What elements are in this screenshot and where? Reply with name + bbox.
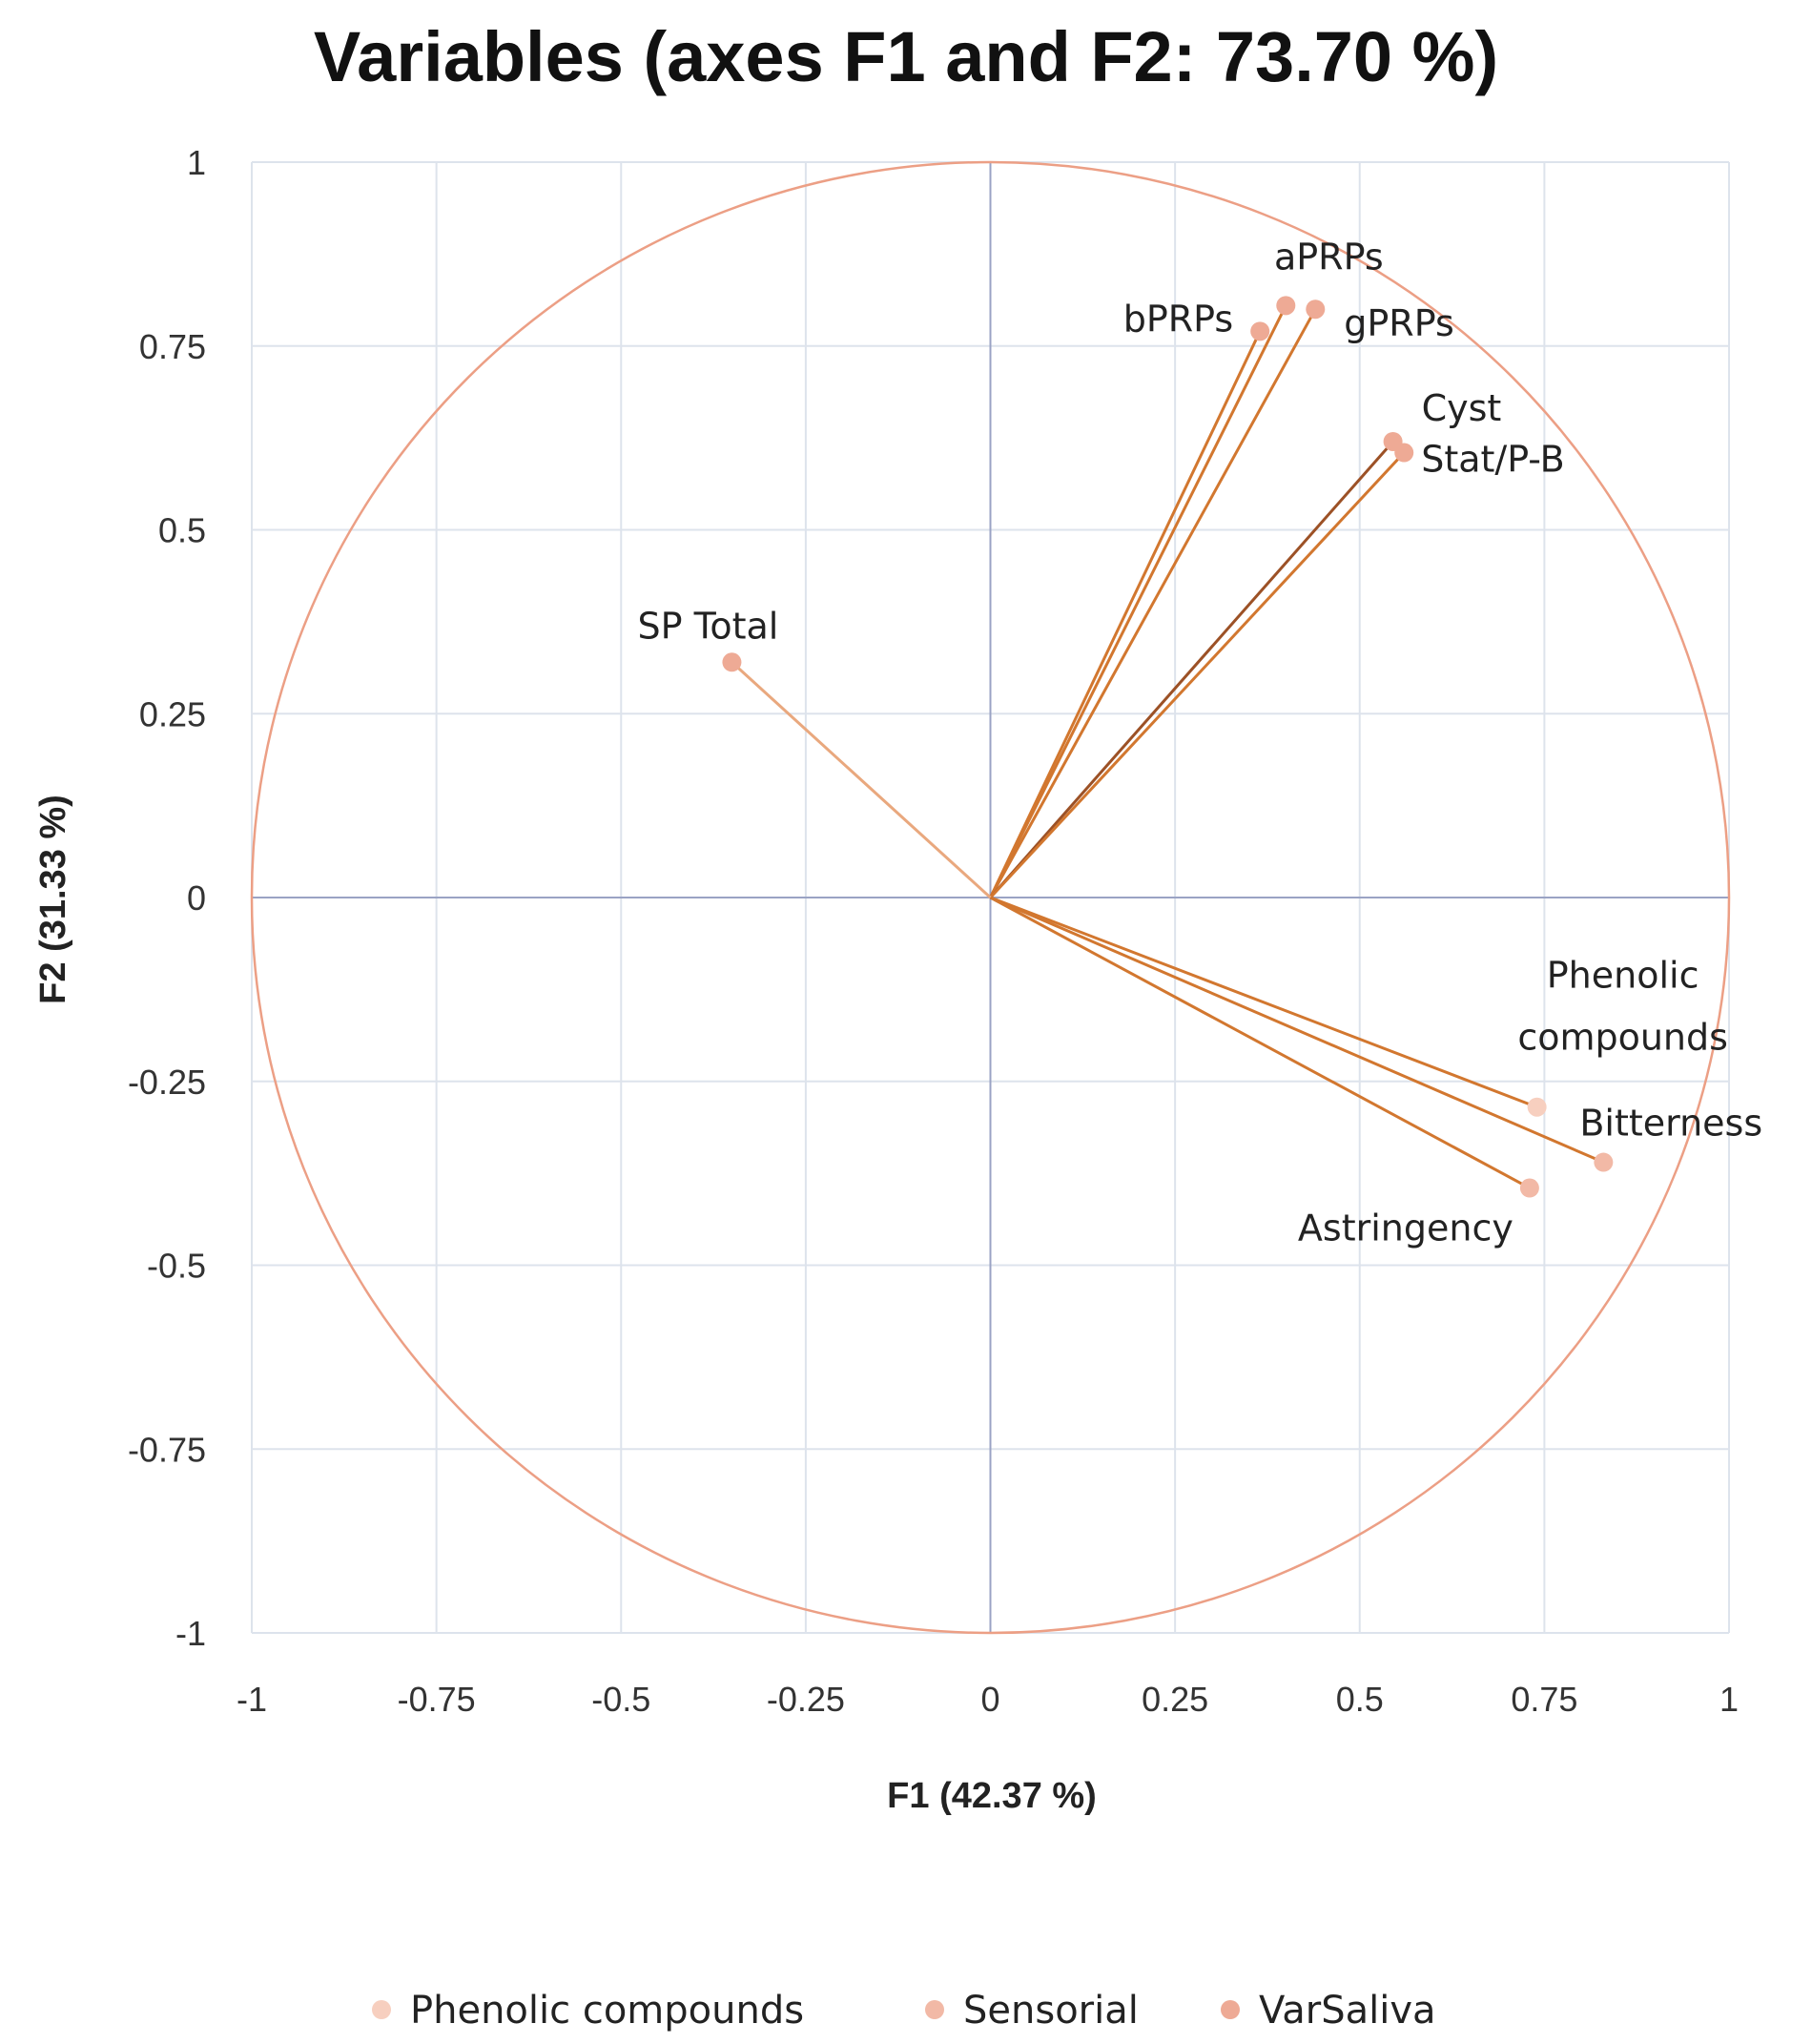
legend-marker xyxy=(1221,2000,1240,2019)
legend: Phenolic compounds Sensorial VarSaliva xyxy=(372,1989,1436,2033)
point-bprps xyxy=(1250,321,1270,341)
x-axis-title: F1 (42.37 %) xyxy=(887,1776,1097,1816)
point-label: Cyst xyxy=(1422,387,1502,429)
x-tick-label: 0.75 xyxy=(1511,1680,1577,1719)
legend-label: Phenolic compounds xyxy=(410,1989,804,2033)
point-label: gPRPs xyxy=(1344,302,1453,344)
vector-bprps xyxy=(989,330,1262,898)
legend-label: Sensorial xyxy=(963,1989,1139,2033)
x-tick-label: -0.5 xyxy=(591,1680,650,1719)
y-tick-label: 0.75 xyxy=(139,327,206,366)
y-tick-label: 0.25 xyxy=(139,694,206,733)
y-tick-label: -0.75 xyxy=(128,1430,206,1469)
x-tick-label: 0.25 xyxy=(1142,1680,1208,1719)
point-labels: Phenolic compounds Bitterness Astringency aP… xyxy=(637,236,1762,1249)
vector-stat-p-b xyxy=(989,451,1406,899)
y-tick-label: -0.25 xyxy=(128,1063,206,1102)
legend-marker xyxy=(925,2000,944,2019)
loading-points xyxy=(722,296,1614,1198)
point-sp-total xyxy=(722,652,742,672)
point-label: SP Total xyxy=(637,605,778,647)
vector-astringency xyxy=(989,896,1531,1189)
x-tick-label: 1 xyxy=(1719,1680,1739,1719)
y-tick-label: 0 xyxy=(187,878,206,918)
vector-gprps xyxy=(989,308,1317,898)
point-label: aPRPs xyxy=(1274,236,1384,278)
point-label: Phenolic xyxy=(1547,955,1699,997)
x-tick-label: -0.75 xyxy=(398,1680,476,1719)
vector-phenolic-compounds xyxy=(989,896,1538,1109)
point-gprps xyxy=(1306,299,1326,320)
x-tick-label: 0 xyxy=(980,1680,999,1719)
point-label: Astringency xyxy=(1298,1208,1513,1249)
loading-vectors xyxy=(731,304,1604,1189)
tick-labels: -1 -0.75 -0.5 -0.25 0 0.25 0.5 0.75 1 -1 -0.75 -0.5… xyxy=(128,143,1739,1719)
x-tick-label: 0.5 xyxy=(1336,1680,1384,1719)
y-axis-title: F2 (31.33 %) xyxy=(33,795,73,1004)
point-label: Stat/P-B xyxy=(1421,439,1565,481)
chart-title: Variables (axes F1 and F2: 73.70 %) xyxy=(314,17,1498,96)
vector-sp-total xyxy=(731,661,992,899)
vector-cyst xyxy=(989,440,1394,898)
point-stat-p-b xyxy=(1394,443,1414,463)
vector-aprps xyxy=(989,304,1287,898)
x-tick-label: -1 xyxy=(237,1680,267,1719)
vector-bitterness xyxy=(989,896,1604,1164)
point-astringency xyxy=(1519,1178,1539,1198)
legend-marker xyxy=(372,2000,391,2019)
point-phenolic-compounds xyxy=(1527,1097,1547,1117)
y-tick-label: -0.5 xyxy=(147,1247,206,1286)
legend-label: VarSaliva xyxy=(1259,1989,1436,2033)
point-bitterness xyxy=(1594,1152,1614,1172)
point-aprps xyxy=(1276,296,1296,316)
unit-circle xyxy=(250,160,1731,1635)
y-tick-label: -1 xyxy=(175,1614,206,1653)
y-tick-label: 1 xyxy=(187,143,206,182)
point-label: compounds xyxy=(1517,1017,1728,1059)
x-tick-label: -0.25 xyxy=(767,1680,845,1719)
correlation-circle xyxy=(250,160,1731,1635)
y-tick-label: 0.5 xyxy=(158,511,206,550)
point-label: bPRPs xyxy=(1123,298,1233,340)
point-label: Bitterness xyxy=(1579,1103,1762,1145)
